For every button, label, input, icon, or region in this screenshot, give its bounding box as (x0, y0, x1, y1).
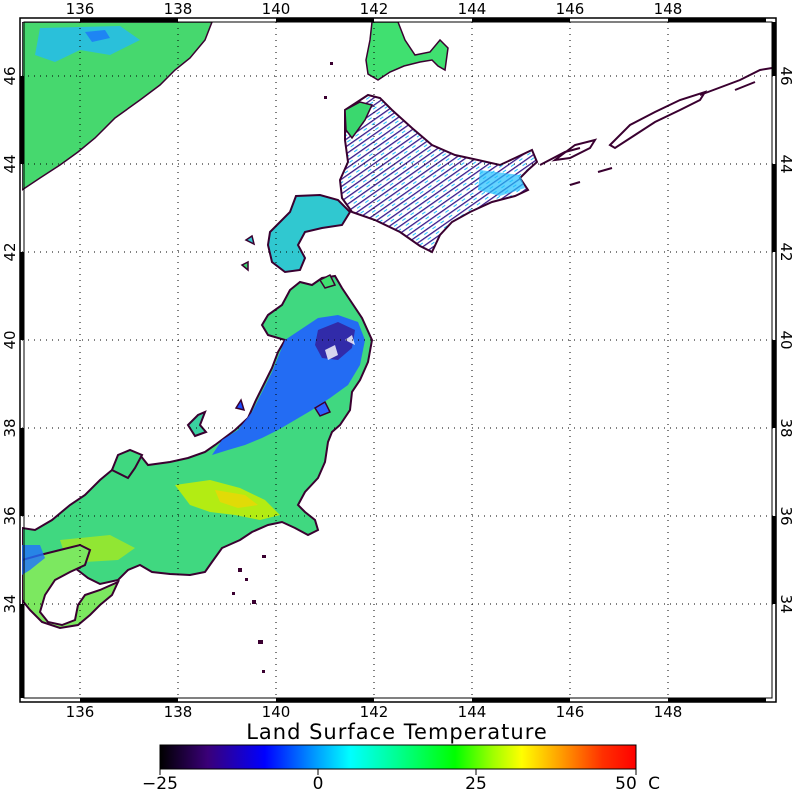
lat-label-left-36: 36 (1, 506, 19, 525)
hokkaido (338, 93, 539, 254)
lon-label-top-142: 142 (360, 0, 389, 18)
mainland-asia (22, 22, 213, 191)
colorbar: −25 0 25 50 C (142, 744, 660, 794)
lon-label-top-136: 136 (66, 0, 95, 18)
lat-label-left-38: 38 (1, 418, 19, 437)
lon-label-bottom-142: 142 (360, 703, 389, 721)
oshima-peninsula (266, 193, 352, 274)
lat-label-left-34: 34 (1, 594, 19, 613)
lon-label-bottom-136: 136 (66, 703, 95, 721)
lon-labels-top: 136 138 140 142 144 146 148 (66, 0, 683, 18)
lon-label-top-140: 140 (262, 0, 291, 18)
lon-labels-bottom: 136 138 140 142 144 146 148 (66, 703, 683, 721)
sakhalin (365, 22, 449, 81)
lat-label-left-40: 40 (1, 330, 19, 349)
kii-peninsula (22, 543, 121, 630)
colorbar-unit: C (648, 774, 660, 794)
lon-label-top-148: 148 (654, 0, 683, 18)
lon-label-bottom-148: 148 (654, 703, 683, 721)
lat-label-right-46: 46 (777, 66, 795, 85)
noto-peninsula (110, 448, 144, 480)
colorbar-label-50: 50 (615, 774, 637, 794)
lat-label-right-34: 34 (777, 594, 795, 613)
sado-island (186, 410, 208, 438)
izu-islands (232, 62, 333, 673)
lat-label-left-42: 42 (1, 242, 19, 261)
lon-label-bottom-144: 144 (458, 703, 487, 721)
kuril-islands (551, 67, 773, 162)
lat-label-right-36: 36 (777, 506, 795, 525)
lon-label-bottom-140: 140 (262, 703, 291, 721)
lat-labels-right: 34 36 38 40 42 44 46 (777, 66, 795, 613)
colorbar-label-25: 25 (465, 774, 487, 794)
lat-label-left-46: 46 (1, 66, 19, 85)
lat-label-right-40: 40 (777, 330, 795, 349)
frame-ticks (20, 18, 776, 702)
lon-label-bottom-138: 138 (164, 703, 193, 721)
lat-label-right-38: 38 (777, 418, 795, 437)
lat-label-right-44: 44 (777, 154, 795, 173)
lat-labels-left: 34 36 38 40 42 44 46 (1, 66, 19, 613)
gridlines (22, 22, 774, 700)
mainland-cold (35, 26, 140, 62)
lon-label-top-138: 138 (164, 0, 193, 18)
lon-label-top-144: 144 (458, 0, 487, 18)
lon-label-top-146: 146 (556, 0, 585, 18)
map-title: Land Surface Temperature (246, 720, 548, 744)
lat-label-right-42: 42 (777, 242, 795, 261)
colorbar-gradient (159, 744, 637, 770)
lon-label-bottom-146: 146 (556, 703, 585, 721)
colorbar-label-zero: 0 (313, 774, 324, 794)
lat-label-left-44: 44 (1, 154, 19, 173)
land-layer (22, 22, 773, 673)
colorbar-label-min: −25 (142, 774, 178, 794)
